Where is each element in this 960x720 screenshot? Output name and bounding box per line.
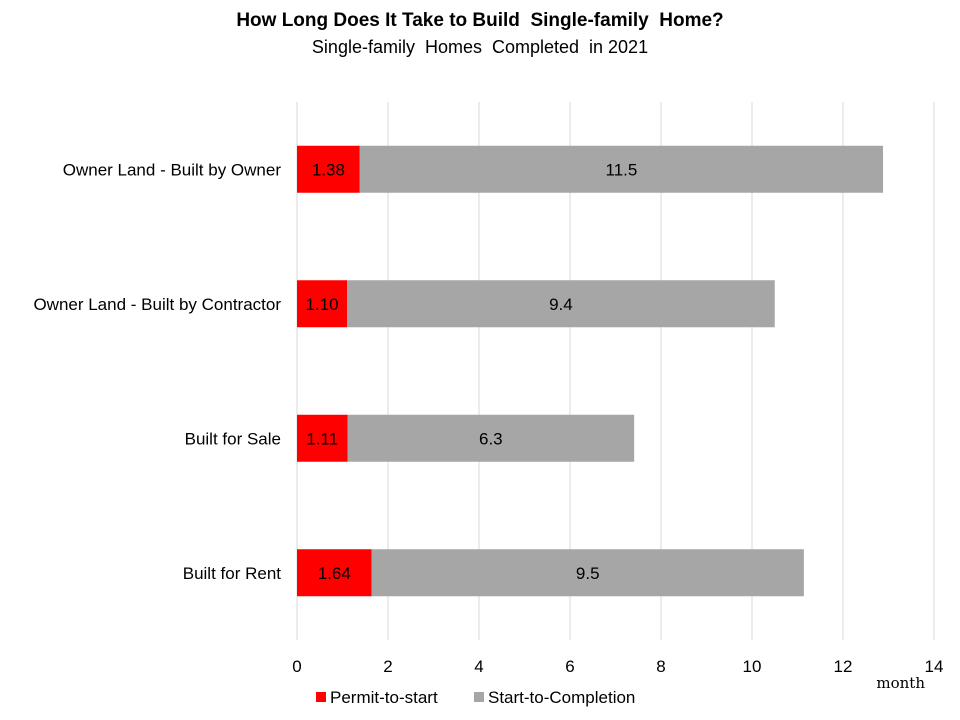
data-label-0-3: 1.64: [318, 564, 351, 583]
x-tick-label-0: 0: [292, 657, 301, 676]
legend-start-to-completion-swatch: [474, 692, 484, 702]
legend: Permit-to-start Start-to-Completion: [316, 688, 635, 707]
x-tick-label-4: 4: [474, 657, 483, 676]
category-label-1: Owner Land - Built by Contractor: [33, 295, 281, 314]
data-label-0-1: 1.10: [305, 295, 338, 314]
bar-start-to-completion-1: [347, 280, 775, 328]
bar-permit-to-start-2: [297, 414, 348, 462]
x-tick-label-14: 14: [925, 657, 944, 676]
data-label-1-0: 11.5: [606, 160, 638, 179]
chart-title: How Long Does It Take to Build Single-fa…: [236, 10, 724, 31]
chart-subtitle: Single-family Homes Completed in 2021: [311, 37, 649, 57]
bars: [297, 145, 884, 597]
x-tick-label-12: 12: [834, 657, 853, 676]
bar-permit-to-start-0: [297, 145, 360, 193]
x-unit-label: month: [876, 674, 925, 692]
legend-start-to-completion-label: Start-to-Completion: [488, 688, 635, 707]
legend-permit-to-start-swatch: [316, 692, 326, 702]
data-label-1-1: 9.4: [549, 295, 573, 314]
labels: 0 2 4 6 8 10 12 14 1.38 11.5 Owner Land - Built by…: [33, 160, 943, 692]
data-label-1-2: 6.3: [479, 429, 503, 448]
x-tick-label-6: 6: [565, 657, 574, 676]
legend-permit-to-start-label: Permit-to-start: [330, 688, 438, 707]
bar-start-to-completion-2: [347, 414, 635, 462]
category-label-2: Built for Sale: [185, 429, 281, 448]
category-label-0: Owner Land - Built by Owner: [63, 160, 282, 179]
bar-permit-to-start-3: [297, 549, 372, 597]
bar-permit-to-start-1: [297, 280, 348, 328]
category-label-3: Built for Rent: [183, 564, 282, 583]
data-label-0-2: 1.11: [306, 429, 338, 448]
x-tick-label-2: 2: [383, 657, 392, 676]
bar-start-to-completion-3: [371, 549, 804, 597]
x-tick-label-10: 10: [743, 657, 762, 676]
data-label-0-0: 1.38: [312, 160, 345, 179]
bar-start-to-completion-0: [359, 145, 884, 193]
data-label-1-3: 9.5: [576, 564, 600, 583]
x-tick-label-8: 8: [656, 657, 665, 676]
